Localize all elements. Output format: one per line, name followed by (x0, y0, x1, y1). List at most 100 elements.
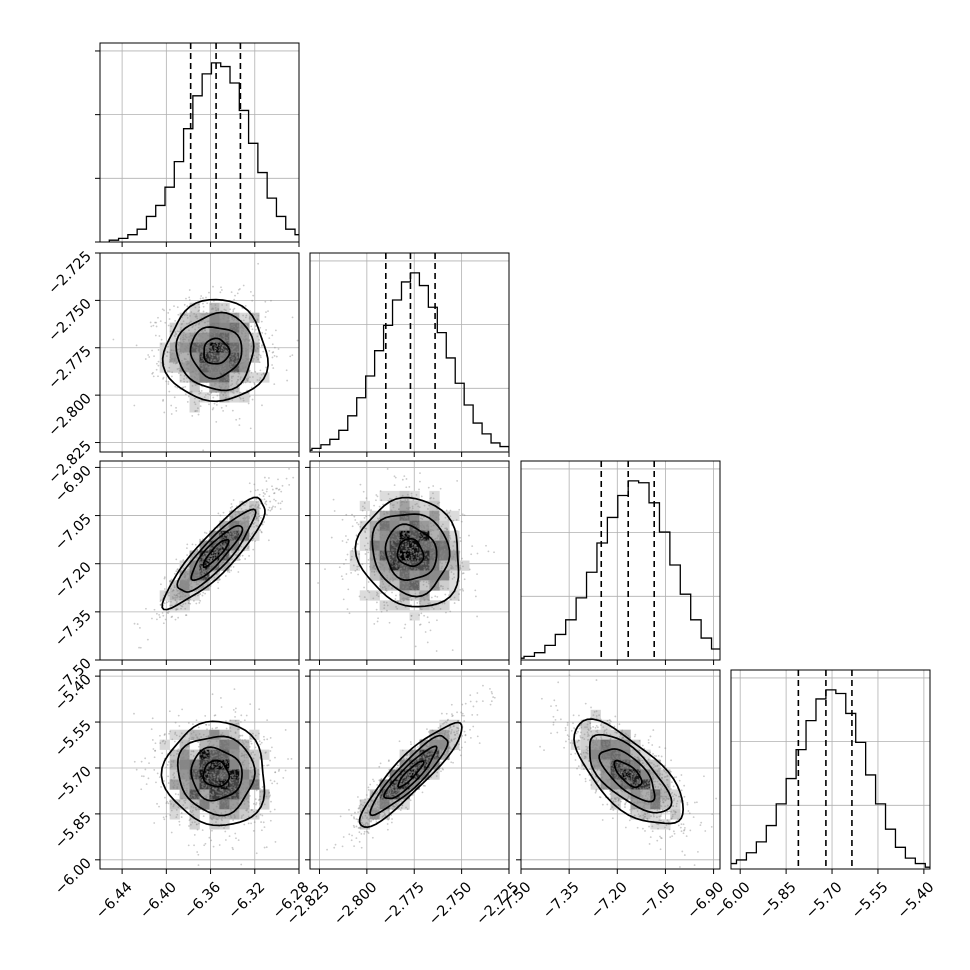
scatter-point (384, 528, 387, 531)
scatter-point (407, 533, 410, 536)
scatter-point (191, 370, 194, 373)
density-cell (409, 550, 420, 561)
scatter-point (211, 316, 214, 318)
scatter-point (211, 307, 214, 310)
scatter-point (409, 547, 411, 550)
scatter-point (381, 521, 384, 524)
scatter-point (396, 567, 398, 569)
density-cell (419, 500, 430, 512)
scatter-point (404, 515, 407, 518)
scatter-point (215, 551, 218, 554)
scatter-point (422, 562, 424, 565)
density-cell (249, 749, 260, 760)
scatter-point (187, 362, 189, 365)
scatter-point (200, 367, 203, 370)
scatter-point (242, 319, 245, 322)
scatter-point (271, 356, 274, 359)
scatter-point (185, 377, 188, 379)
scatter-point (192, 576, 195, 579)
scatter-point (268, 337, 271, 340)
scatter-point (250, 345, 253, 348)
scatter-point (184, 338, 187, 341)
scatter-point (269, 509, 272, 512)
scatter-point (269, 500, 272, 503)
scatter-point (237, 339, 240, 342)
scatter-point (418, 551, 421, 554)
density-cell (379, 490, 390, 502)
scatter-point (168, 366, 171, 369)
scatter-point (377, 549, 380, 552)
scatter-point (235, 353, 238, 356)
scatter-point (449, 598, 452, 601)
scatter-point (400, 553, 403, 556)
scatter-point (414, 567, 416, 570)
scatter-point (414, 544, 417, 547)
scatter-point (239, 397, 242, 400)
scatter-point (214, 536, 217, 538)
scatter-point (413, 545, 416, 548)
scatter-point (199, 297, 202, 300)
scatter-point (445, 611, 447, 614)
scatter-point (234, 759, 237, 762)
scatter-point (400, 567, 403, 570)
scatter-point (202, 554, 205, 557)
scatter-point (222, 793, 225, 796)
scatter-point (219, 321, 221, 324)
scatter-point (245, 329, 248, 332)
scatter-point (387, 547, 390, 550)
scatter-point (196, 349, 199, 352)
scatter-point (228, 323, 231, 325)
scatter-point (222, 365, 225, 367)
scatter-point (377, 543, 380, 546)
scatter-point (233, 325, 236, 328)
scatter-point (260, 530, 263, 533)
density-cell (259, 749, 270, 760)
scatter-point (246, 748, 249, 751)
scatter-point (243, 823, 246, 826)
scatter-point (396, 560, 398, 563)
scatter-point (210, 554, 213, 557)
density-cell (239, 779, 250, 790)
contour-line (189, 326, 243, 380)
scatter-point (227, 536, 230, 539)
scatter-point (266, 514, 269, 516)
scatter-point (441, 585, 444, 588)
scatter-point (411, 558, 414, 561)
scatter-point (162, 376, 165, 379)
scatter-point (200, 399, 203, 402)
scatter-point (182, 567, 185, 570)
scatter-point (191, 556, 194, 559)
scatter-point (412, 499, 415, 501)
scatter-point (220, 286, 222, 289)
scatter-point (210, 359, 213, 362)
scatter-point (220, 563, 222, 566)
scatter-point (402, 531, 405, 534)
scatter-point (419, 539, 422, 541)
scatter-point (197, 566, 200, 569)
scatter-point (210, 558, 213, 561)
scatter-point (368, 591, 371, 594)
scatter-point (157, 375, 159, 378)
scatter-point (338, 566, 341, 569)
scatter-point (258, 802, 261, 805)
scatter-point (396, 600, 399, 603)
scatter-point (213, 402, 216, 405)
scatter-point (188, 361, 191, 364)
scatter-point (229, 537, 232, 540)
scatter-point (187, 769, 190, 772)
scatter-point (202, 305, 205, 308)
scatter-point (363, 544, 366, 547)
scatter-point (383, 604, 386, 607)
scatter-point (449, 537, 452, 540)
scatter-point (181, 582, 184, 585)
scatter-point (407, 581, 410, 584)
scatter-point (362, 490, 365, 493)
scatter-point (196, 737, 199, 739)
scatter-point (235, 762, 238, 765)
scatter-point (226, 762, 229, 765)
scatter-point (246, 535, 249, 538)
scatter-point (169, 359, 172, 362)
scatter-point (390, 543, 393, 546)
scatter-point (163, 309, 165, 312)
scatter-point (217, 324, 220, 327)
